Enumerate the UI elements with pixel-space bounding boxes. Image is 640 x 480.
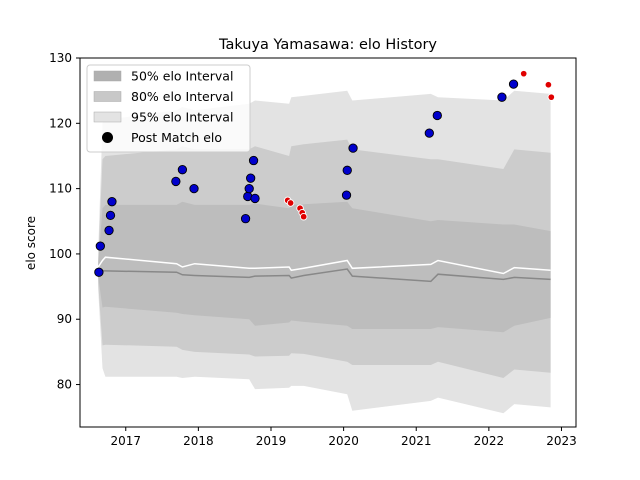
upcoming-match-point: [547, 93, 556, 101]
legend-swatch: [93, 111, 122, 123]
post-match-point: [244, 183, 254, 194]
post-match-point: [432, 110, 442, 121]
post-match-point: [107, 197, 117, 207]
x-tick-label: 2017: [110, 434, 141, 448]
axes: 2017 2018 2019 2020 2021 2022 2023 80 90 100 110 12…: [49, 51, 577, 448]
post-match-point: [240, 214, 251, 224]
legend-label: 95% elo Interval: [131, 110, 233, 125]
upcoming-match-point: [519, 69, 528, 78]
post-match-point: [246, 173, 256, 183]
legend-label: 80% elo Interval: [131, 89, 233, 104]
post-match-point: [341, 190, 352, 200]
legend-label: 50% elo Interval: [131, 69, 233, 84]
y-tick-label: 120: [49, 116, 72, 130]
legend-box: [86, 64, 251, 153]
post-match-point: [105, 210, 116, 221]
post-match-point: [94, 267, 104, 277]
post-match-point: [497, 92, 507, 102]
y-tick-label: 100: [49, 247, 72, 261]
plot-content: [94, 69, 556, 414]
upcoming-match-point: [299, 212, 308, 221]
chart-title: Takuya Yamasawa: elo History: [218, 37, 437, 53]
upcoming-match-point: [544, 81, 553, 89]
post-match-point: [342, 165, 352, 175]
x-tick-label: 2019: [256, 434, 287, 448]
mean-elo-line: [97, 256, 551, 275]
y-axis-label: elo score: [24, 216, 38, 270]
post-match-point: [95, 241, 105, 251]
post-match-point: [171, 176, 181, 187]
x-tick-label: 2022: [474, 434, 505, 448]
post-match-point: [424, 128, 434, 138]
post-match-point: [250, 193, 260, 204]
legend-label: Post Match elo: [131, 130, 222, 145]
upcoming-match-point: [286, 199, 295, 207]
x-tick-label: 2023: [546, 434, 577, 448]
post-match-point: [348, 143, 358, 153]
x-tick-label: 2020: [328, 434, 359, 448]
post-match-point: [508, 79, 519, 89]
y-tick-label: 130: [49, 51, 72, 65]
legend: 50% elo Interval 80% elo Interval 95% elo …: [86, 64, 251, 153]
legend-swatch: [93, 91, 122, 102]
median-elo-line: [98, 268, 551, 283]
post-match-point: [177, 165, 188, 175]
post-match-point: [104, 225, 114, 236]
legend-swatch: [93, 70, 122, 82]
y-tick-label: 110: [49, 182, 72, 196]
band-50: [98, 201, 551, 333]
plot-area: [94, 69, 556, 414]
post-match-point: [189, 183, 199, 194]
legend-marker: [102, 132, 113, 143]
x-tick-label: 2018: [183, 434, 214, 448]
y-tick-label: 90: [57, 312, 72, 326]
axes-frame: [79, 57, 577, 428]
x-tick-label: 2021: [401, 434, 432, 448]
post-match-point: [248, 155, 259, 166]
y-tick-label: 80: [57, 378, 72, 392]
